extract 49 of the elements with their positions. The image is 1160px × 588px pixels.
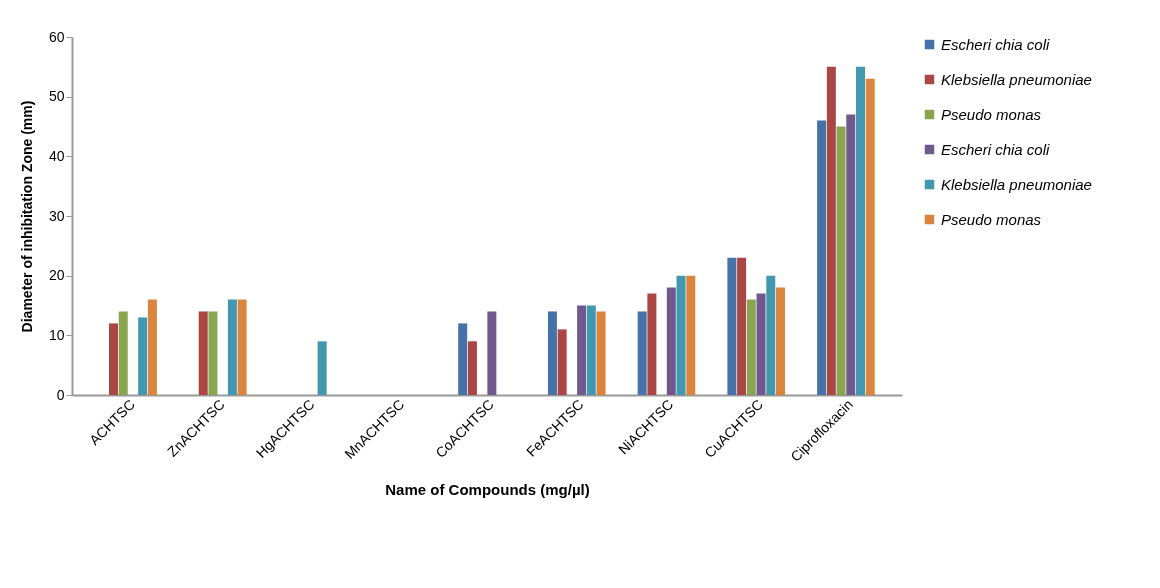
y-tick-label: 10 [48, 326, 65, 343]
bar [198, 311, 208, 395]
bar [237, 299, 247, 395]
bar [586, 305, 596, 395]
bar [746, 299, 756, 395]
bar [817, 120, 827, 395]
legend-label: Pseudo monas [941, 105, 1042, 123]
bar [647, 293, 657, 395]
y-tick-label: 50 [48, 88, 65, 105]
bar [547, 311, 557, 395]
bar [208, 311, 218, 395]
bar [836, 126, 846, 395]
bar [487, 311, 497, 395]
y-tick-label: 20 [48, 267, 65, 284]
bar [596, 311, 606, 395]
x-axis-title: Name of Compounds (mg/µl) [385, 480, 590, 498]
bar [686, 275, 696, 395]
legend-label: Pseudo monas [941, 210, 1042, 228]
bar [756, 293, 766, 395]
y-tick-label: 0 [56, 386, 65, 403]
bar [826, 66, 836, 395]
legend-label: Klebsiella pneumoniae [941, 175, 1092, 193]
y-tick-label: 30 [48, 207, 65, 224]
bar [666, 287, 676, 395]
bar [147, 299, 157, 395]
bar [737, 257, 747, 395]
bar [676, 275, 686, 395]
bar [637, 311, 647, 395]
bar [865, 78, 875, 395]
bar [227, 299, 237, 395]
bar [109, 323, 118, 395]
bar [856, 66, 865, 395]
y-axis-title: Diameter of inhibitation Zone (mm) [18, 100, 35, 333]
bar [775, 287, 785, 395]
bar [458, 323, 468, 395]
bar [577, 305, 587, 395]
legend-label: Escheri chia coli [941, 35, 1051, 53]
legend-label: Escheri chia coli [941, 140, 1051, 158]
bar [766, 275, 776, 395]
bar [467, 341, 477, 395]
y-tick-label: 40 [48, 147, 65, 164]
bar [727, 257, 737, 395]
legend-label: Klebsiella pneumoniae [941, 70, 1092, 88]
bar [317, 341, 327, 395]
bar [846, 114, 856, 395]
y-tick-label: 60 [48, 28, 65, 45]
bar [138, 317, 148, 395]
bar [557, 329, 567, 395]
bar [118, 311, 128, 395]
